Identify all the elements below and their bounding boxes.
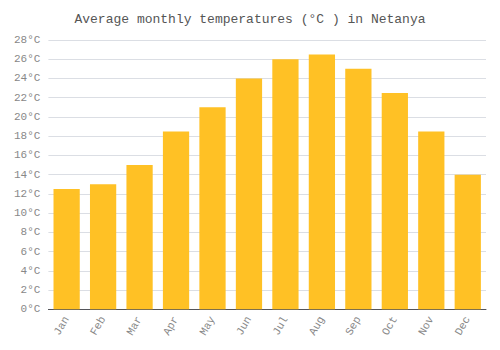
- svg-text:Dec: Dec: [453, 314, 473, 337]
- svg-text:Apr: Apr: [161, 314, 181, 337]
- svg-text:4°C: 4°C: [21, 265, 41, 277]
- svg-text:28°C: 28°C: [14, 34, 41, 46]
- svg-text:Aug: Aug: [307, 314, 327, 337]
- svg-text:Jan: Jan: [52, 314, 72, 337]
- svg-text:10°C: 10°C: [14, 207, 41, 219]
- svg-text:8°C: 8°C: [21, 226, 41, 238]
- svg-text:18°C: 18°C: [14, 130, 41, 142]
- svg-text:16°C: 16°C: [14, 149, 41, 161]
- svg-text:Oct: Oct: [380, 314, 400, 337]
- svg-text:Sep: Sep: [343, 314, 363, 337]
- svg-text:Jul: Jul: [270, 314, 290, 337]
- svg-text:Feb: Feb: [88, 314, 108, 337]
- svg-text:Average monthly temperatures (: Average monthly temperatures (°C ) in Ne…: [74, 12, 425, 27]
- svg-text:12°C: 12°C: [14, 188, 41, 200]
- svg-text:May: May: [197, 314, 217, 337]
- svg-text:Jun: Jun: [234, 314, 254, 337]
- svg-text:24°C: 24°C: [14, 72, 41, 84]
- svg-text:0°C: 0°C: [21, 303, 41, 315]
- svg-text:Nov: Nov: [416, 314, 436, 337]
- svg-text:20°C: 20°C: [14, 111, 41, 123]
- svg-text:14°C: 14°C: [14, 169, 41, 181]
- svg-text:26°C: 26°C: [14, 53, 41, 65]
- svg-text:2°C: 2°C: [21, 284, 41, 296]
- svg-text:Mar: Mar: [124, 314, 144, 337]
- svg-text:22°C: 22°C: [14, 92, 41, 104]
- svg-text:6°C: 6°C: [21, 246, 41, 258]
